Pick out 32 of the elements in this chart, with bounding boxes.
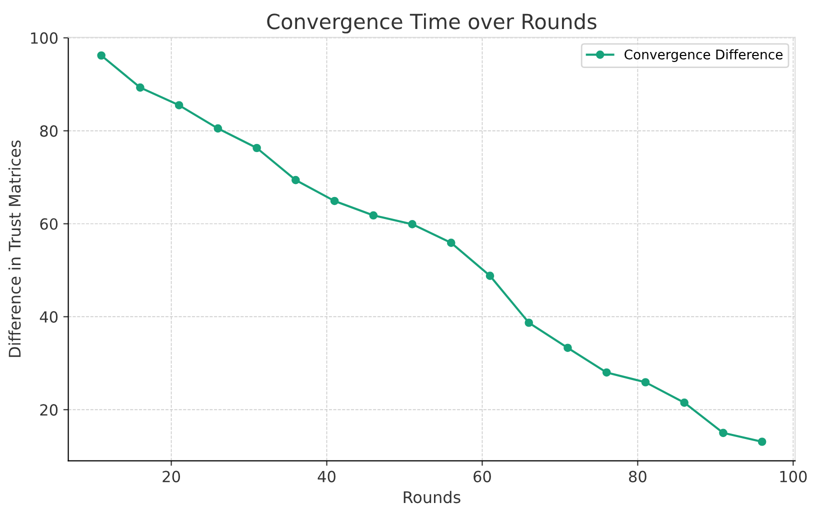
chart-title: Convergence Time over Rounds <box>267 13 596 34</box>
point <box>524 318 534 327</box>
point <box>174 101 184 110</box>
point <box>564 344 572 352</box>
y-axis-title: Difference in Trust Matrices <box>8 140 21 357</box>
point <box>719 428 728 438</box>
point <box>641 378 650 386</box>
point <box>446 238 456 247</box>
point <box>602 368 611 377</box>
y-tick-label: 80 <box>40 125 58 137</box>
x-tick-label: 20 <box>162 470 180 482</box>
x-tick-label: 100 <box>780 470 807 482</box>
point <box>680 398 689 407</box>
y-tick-label: 20 <box>40 404 58 416</box>
point <box>136 83 144 92</box>
x-tick-label: 40 <box>318 470 336 482</box>
point <box>252 144 261 152</box>
point <box>214 124 222 133</box>
y-tick-label: 40 <box>40 311 58 323</box>
x-tick-label: 60 <box>474 470 491 482</box>
y-tick-label: 100 <box>31 32 58 44</box>
point <box>758 438 766 446</box>
point <box>292 176 300 184</box>
point <box>330 196 339 206</box>
legend-label: Convergence Difference <box>624 49 783 62</box>
x-axis-title: Rounds <box>404 490 460 504</box>
point <box>369 211 378 220</box>
point <box>408 220 416 228</box>
x-tick-label: 80 <box>629 470 646 482</box>
point <box>97 51 106 60</box>
y-tick-label: 60 <box>40 218 58 230</box>
point <box>486 272 494 280</box>
